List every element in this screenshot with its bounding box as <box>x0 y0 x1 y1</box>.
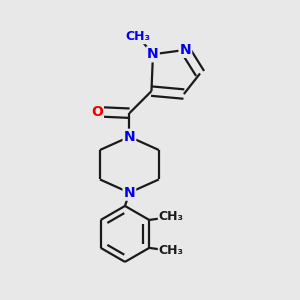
Text: O: O <box>91 105 103 119</box>
Text: CH₃: CH₃ <box>159 244 184 257</box>
Text: N: N <box>179 43 191 57</box>
Text: N: N <box>147 47 159 61</box>
Text: CH₃: CH₃ <box>126 30 151 43</box>
Text: N: N <box>124 186 135 200</box>
Text: N: N <box>124 130 135 144</box>
Text: CH₃: CH₃ <box>159 211 184 224</box>
